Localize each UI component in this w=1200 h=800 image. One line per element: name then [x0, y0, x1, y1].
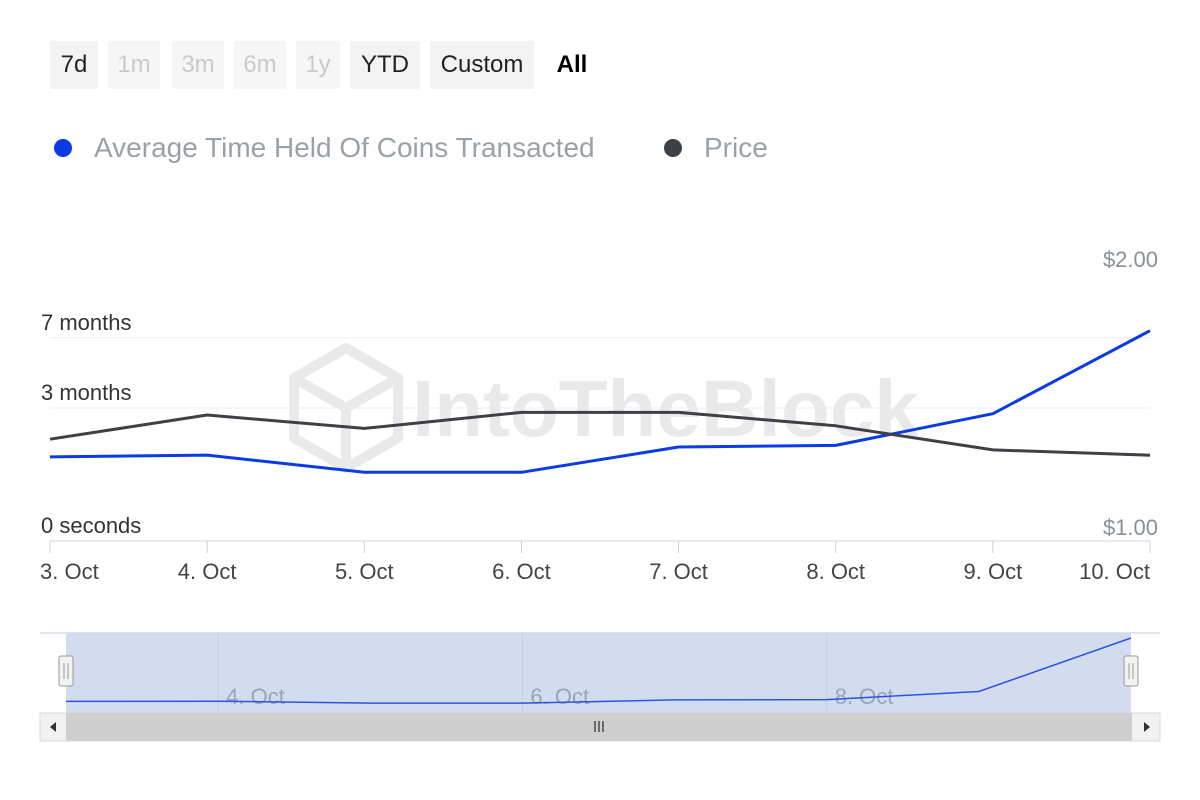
legend-item-average-time-held[interactable]: Average Time Held Of Coins Transacted	[54, 132, 595, 164]
legend-dot-icon	[664, 138, 682, 157]
left-axis-tick-label: 7 months	[41, 310, 132, 335]
series-line-average-time-held[interactable]	[49, 329, 1151, 474]
range-button-1y[interactable]: 1y	[296, 41, 340, 89]
legend-label: Average Time Held Of Coins Transacted	[94, 132, 595, 163]
range-button-ytd[interactable]: YTD	[350, 41, 420, 89]
legend-dot-icon	[54, 138, 72, 157]
legend-item-price[interactable]: Price	[664, 132, 768, 164]
legend-label: Price	[704, 132, 768, 163]
range-button-1m[interactable]: 1m	[108, 41, 160, 89]
navigator-tick-label: 6. Oct	[530, 684, 589, 709]
x-axis-tick-label: 3. Oct	[40, 559, 99, 584]
navigator-tick-label: 4. Oct	[226, 684, 285, 709]
left-axis-tick-label: 3 months	[41, 380, 132, 405]
scrollbar-grip-icon	[594, 721, 604, 732]
left-axis-tick-label: 0 seconds	[41, 513, 141, 538]
x-axis-tick-label: 4. Oct	[178, 559, 237, 584]
navigator-selected-range[interactable]	[66, 633, 1131, 713]
range-button-all[interactable]: All	[556, 51, 588, 78]
x-axis-tick-label: 10. Oct	[1079, 559, 1150, 584]
x-axis-tick-label: 9. Oct	[964, 559, 1023, 584]
x-axis-tick-label: 6. Oct	[492, 559, 551, 584]
series-line-price[interactable]	[49, 410, 1151, 457]
x-axis-tick-label: 7. Oct	[649, 559, 708, 584]
navigator-right-handle[interactable]	[1123, 655, 1139, 687]
range-button-7d[interactable]: 7d	[50, 41, 98, 89]
right-axis-tick-label: $2.00	[1103, 247, 1158, 272]
x-axis-tick-label: 8. Oct	[806, 559, 865, 584]
range-button-3m[interactable]: 3m	[172, 41, 224, 89]
navigator-series-line	[65, 637, 1132, 704]
x-axis-tick-label: 5. Oct	[335, 559, 394, 584]
right-axis-tick-label: $1.00	[1103, 515, 1158, 540]
scroll-left-arrow-icon[interactable]	[50, 722, 56, 732]
range-button-custom[interactable]: Custom	[430, 41, 534, 89]
navigator-left-handle[interactable]	[58, 655, 74, 687]
scroll-right-arrow-icon[interactable]	[1144, 722, 1150, 732]
range-button-6m[interactable]: 6m	[234, 41, 286, 89]
